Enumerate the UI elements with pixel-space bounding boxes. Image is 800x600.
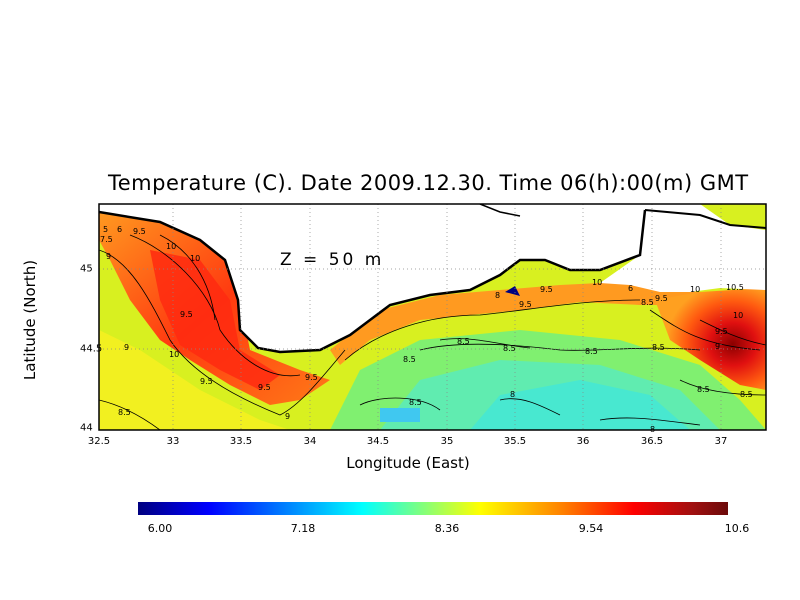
contour-label: 10 bbox=[190, 254, 200, 263]
depth-label: Z = 50 m bbox=[280, 250, 384, 270]
x-tick-label: 35 bbox=[440, 436, 454, 447]
contour-label: 8.5 bbox=[697, 385, 710, 394]
contour-label: 9.5 bbox=[540, 285, 553, 294]
x-tick-label: 35.5 bbox=[503, 436, 527, 447]
contour-label: 8.5 bbox=[585, 347, 598, 356]
coastline-kerch bbox=[479, 204, 521, 217]
contour-label: 7.5 bbox=[100, 235, 113, 244]
grid-lines bbox=[99, 204, 766, 430]
x-tick-label: 34 bbox=[303, 436, 317, 447]
contour-label: 9.5 bbox=[655, 294, 668, 303]
contour-label: 10 bbox=[690, 285, 700, 294]
contour-label: 9.5 bbox=[715, 327, 728, 336]
contour-label: 9.5 bbox=[258, 383, 271, 392]
contour-label: 8.5 bbox=[118, 408, 131, 417]
contour-label: 9.5 bbox=[519, 300, 532, 309]
contour-label: 8.5 bbox=[403, 355, 416, 364]
x-tick-label: 33 bbox=[166, 436, 180, 447]
contour-label: 8 bbox=[510, 390, 515, 399]
coastline-east bbox=[644, 209, 766, 229]
colorbar-label: 9.54 bbox=[578, 522, 604, 535]
x-tick-label: 37 bbox=[714, 436, 728, 447]
y-axis-label: Latitude (North) bbox=[21, 259, 39, 381]
contour-label: 8 bbox=[650, 425, 655, 434]
x-tick-label: 34.5 bbox=[366, 436, 390, 447]
contour-label: 6 bbox=[628, 284, 633, 293]
colorbar-label: 7.18 bbox=[290, 522, 316, 535]
contour-label: 9 bbox=[124, 343, 129, 352]
contour-lines bbox=[99, 234, 766, 430]
contour-label: 9.5 bbox=[180, 310, 193, 319]
y-tick-label: 44 bbox=[80, 422, 93, 434]
contour-label: 9 bbox=[106, 252, 111, 261]
contour-label: 10 bbox=[733, 311, 743, 320]
contour-label: 8.5 bbox=[641, 298, 654, 307]
plot-frame bbox=[98, 203, 767, 431]
plot-title: Temperature (C). Date 2009.12.30. Time 0… bbox=[108, 171, 749, 195]
contour-label: 9.5 bbox=[133, 227, 146, 236]
contour-label: 5 bbox=[103, 225, 108, 234]
contour-label: 8.5 bbox=[652, 343, 665, 352]
x-axis-label: Longitude (East) bbox=[346, 454, 470, 472]
colorbar-label: 8.36 bbox=[434, 522, 460, 535]
x-tick-label: 36 bbox=[576, 436, 590, 447]
contour-label-group: 7.5 5 6 9.5 10 9 10 9.5 9.5 9.5 10 9 9.5… bbox=[100, 225, 753, 434]
contour-label: 9.5 bbox=[200, 377, 213, 386]
contour-label: 8.5 bbox=[409, 398, 422, 407]
contour-label: 6 bbox=[117, 225, 122, 234]
plot-area bbox=[99, 204, 766, 430]
contour-label: 9 bbox=[285, 412, 290, 421]
contour-label: 10.5 bbox=[726, 283, 744, 292]
x-tick-label: 33.5 bbox=[229, 436, 253, 447]
contour-label: 8.5 bbox=[740, 390, 753, 399]
contour-label: 9.5 bbox=[305, 373, 318, 382]
colorbar bbox=[138, 502, 728, 515]
x-tick-label: 32.5 bbox=[87, 436, 111, 447]
y-tick-label: 44.5 bbox=[80, 343, 103, 355]
contour-label: 8.5 bbox=[503, 344, 516, 353]
contour-label: 10 bbox=[592, 278, 602, 287]
contour-label: 10 bbox=[169, 350, 179, 359]
contour-label: 8 bbox=[495, 291, 500, 300]
y-tick-label: 45 bbox=[80, 263, 93, 275]
land-caucasus bbox=[600, 204, 766, 292]
colorbar-label: 6.00 bbox=[147, 522, 173, 535]
contour-label: 9 bbox=[715, 342, 720, 351]
coastline-west bbox=[99, 209, 647, 354]
x-tick-label: 36.5 bbox=[640, 436, 664, 447]
contour-label: 10 bbox=[166, 242, 176, 251]
colorbar-label: 10.6 bbox=[724, 522, 750, 535]
contour-label: 8.5 bbox=[457, 337, 470, 346]
